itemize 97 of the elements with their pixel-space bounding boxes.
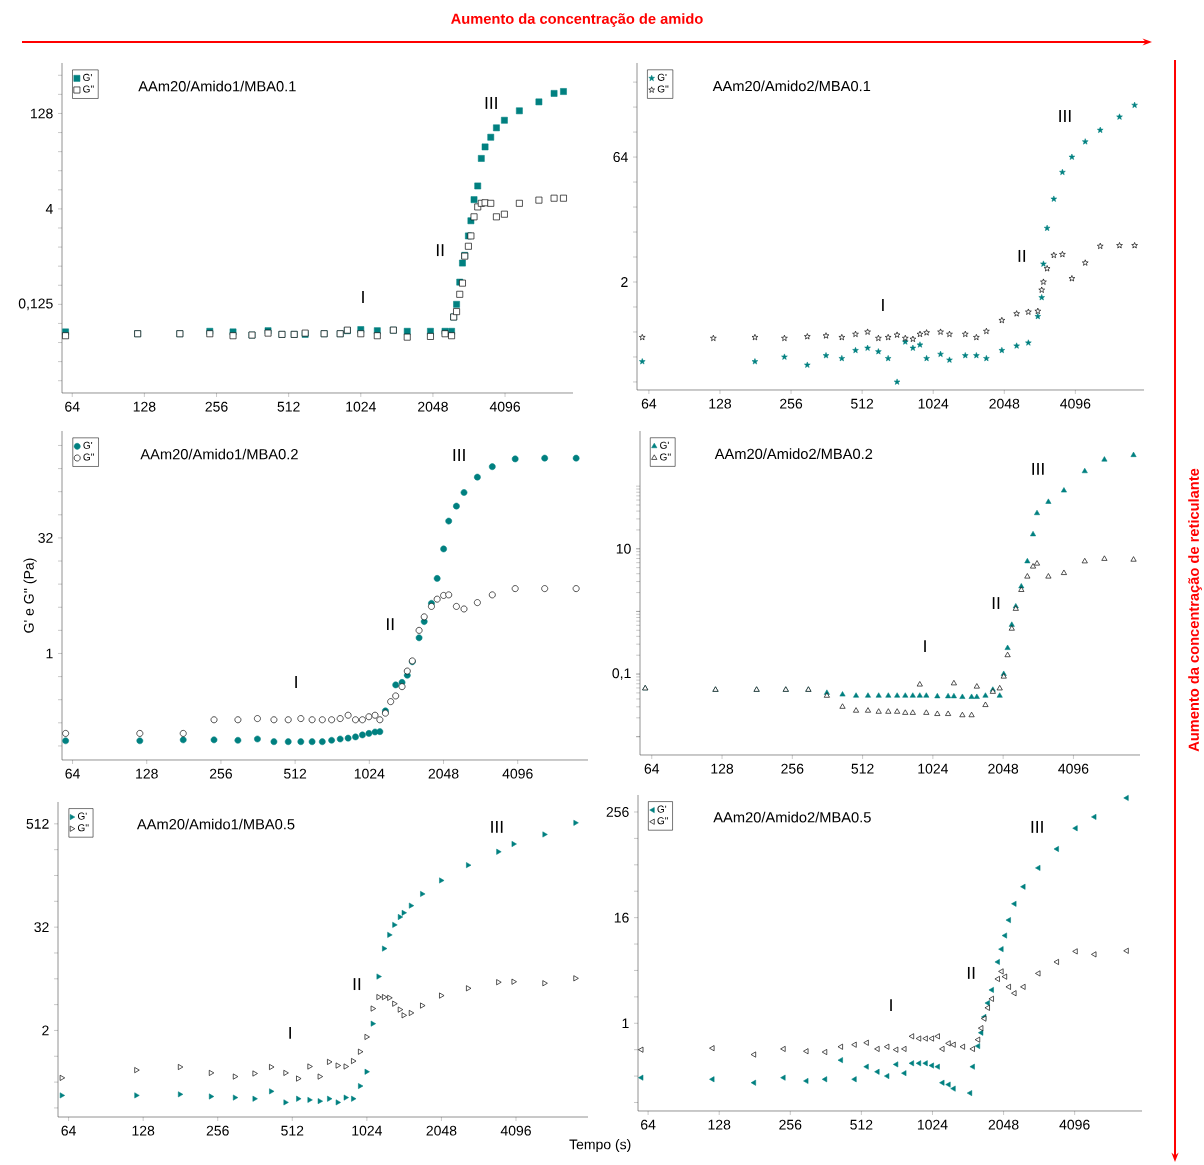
annotation: I	[289, 1026, 291, 1039]
legend-label: G'	[83, 441, 93, 449]
x-tick-label: 2048	[988, 763, 1019, 774]
annotation: III	[491, 820, 503, 833]
annotation: I	[890, 999, 892, 1012]
x-tick-label: 256	[206, 1125, 229, 1136]
annotation: III	[1031, 820, 1043, 833]
legend-label: G'	[657, 73, 667, 81]
y-tick-label: 1	[46, 648, 53, 659]
text: Aumento da concentração de reticulante	[1188, 468, 1202, 752]
x-tick-label: 4096	[1059, 1119, 1090, 1130]
annotation: II	[1018, 249, 1026, 262]
x-tick-label: 512	[277, 401, 300, 412]
legend-label: G''	[77, 824, 89, 832]
x-tick-label: 128	[133, 401, 156, 412]
text: AAm20/Amido2/MBA0.5	[713, 811, 871, 823]
y-tick-label: 2	[42, 1025, 49, 1036]
x-axis-title: Tempo (s)	[569, 1139, 631, 1153]
text: AAm20/Amido2/MBA0.2	[714, 448, 873, 460]
x-tick-label: 256	[781, 763, 804, 774]
x-tick-label: 64	[641, 398, 657, 409]
y-tick-label: 10	[616, 543, 631, 554]
x-tick-label: 4096	[1058, 763, 1089, 774]
x-tick-label: 512	[850, 1119, 873, 1130]
x-tick-label: 128	[136, 768, 158, 779]
x-tick-label: 4096	[1060, 398, 1091, 409]
text: AAm20/Amido1/MBA0.5	[136, 818, 295, 830]
x-tick-label: 128	[709, 398, 732, 409]
y-tick-label: 2	[621, 277, 628, 287]
y-tick-label: 128	[31, 108, 53, 119]
x-tick-label: 128	[132, 1125, 155, 1136]
legend-label: G''	[657, 817, 669, 825]
x-tick-label: 64	[644, 763, 660, 774]
x-tick-label: 512	[851, 763, 874, 774]
x-tick-label: 2048	[988, 1119, 1019, 1130]
legend-label: G''	[660, 453, 671, 461]
y-tick-label: 32	[34, 922, 49, 933]
annotation: I	[924, 640, 926, 653]
y-tick-label: 512	[26, 818, 49, 829]
x-tick-label: 512	[851, 398, 874, 409]
legend-label: G'	[83, 73, 92, 81]
legend-label: G''	[657, 85, 669, 93]
x-tick-label: 64	[65, 768, 80, 779]
x-tick-label: 64	[65, 401, 80, 412]
x-tick-label: 1024	[917, 1119, 948, 1130]
y-tick-label: 64	[613, 152, 628, 163]
x-tick-label: 512	[284, 768, 307, 779]
annotation: III	[1032, 462, 1044, 475]
annotation: II	[967, 966, 975, 979]
x-tick-label: 4096	[500, 1125, 531, 1136]
annotation: III	[485, 96, 497, 109]
x-tick-label: 2048	[989, 398, 1020, 409]
annotation: I	[295, 676, 297, 688]
y-tick-label: 0,125	[18, 298, 53, 311]
x-tick-label: 4096	[489, 401, 521, 412]
x-tick-label: 1024	[354, 768, 385, 779]
x-tick-label: 256	[209, 768, 232, 779]
x-tick-label: 2048	[418, 401, 448, 412]
text: Aumento da concentração de amido	[451, 13, 703, 27]
annotation: II	[436, 244, 444, 257]
annotation: III	[1059, 110, 1071, 122]
y-tick-label: 256	[606, 807, 629, 817]
x-tick-label: 1024	[352, 1125, 382, 1136]
x-tick-label: 64	[641, 1119, 656, 1130]
annotation: I	[362, 291, 364, 303]
legend-label: G''	[83, 85, 94, 93]
legend-label: G'	[660, 441, 669, 449]
legend-label: G'	[657, 805, 667, 813]
y-tick-label: 16	[614, 912, 629, 923]
x-tick-label: 1024	[346, 401, 376, 412]
y-tick-label: 1	[622, 1018, 629, 1029]
annotation: III	[453, 449, 465, 461]
x-tick-label: 2048	[428, 768, 459, 779]
x-tick-label: 128	[708, 1119, 731, 1130]
y-tick-label: 4	[45, 204, 53, 214]
annotation: I	[882, 299, 884, 311]
x-tick-label: 2048	[426, 1125, 457, 1136]
y-tick-label: 0,1	[612, 668, 631, 680]
annotation: II	[353, 978, 361, 991]
x-tick-label: 256	[205, 401, 228, 412]
text: AAm20/Amido1/MBA0.2	[140, 448, 298, 460]
x-tick-label: 128	[711, 763, 734, 774]
legend-label: G'	[77, 812, 87, 820]
annotation: II	[387, 618, 394, 631]
text: AAm20/Amido2/MBA0.1	[712, 80, 871, 92]
x-tick-label: 512	[281, 1125, 304, 1136]
y-axis-title: G' e G'' (Pa)	[23, 558, 37, 633]
x-tick-label: 4096	[502, 768, 533, 779]
x-tick-label: 256	[780, 398, 803, 409]
y-tick-label: 32	[38, 532, 53, 543]
x-tick-label: 1024	[918, 398, 949, 409]
x-tick-label: 256	[779, 1119, 802, 1130]
x-tick-label: 1024	[918, 763, 949, 774]
x-tick-label: 64	[61, 1125, 76, 1136]
text: AAm20/Amido1/MBA0.1	[138, 80, 296, 92]
annotation: II	[992, 597, 1000, 610]
legend-label: G''	[83, 453, 95, 461]
